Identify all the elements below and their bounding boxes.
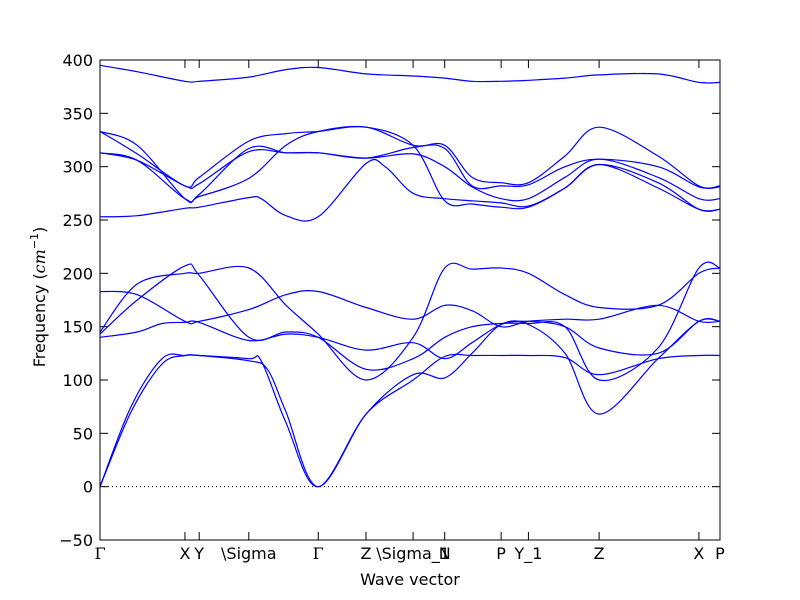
y-tick-label: 100 <box>62 371 93 390</box>
x-tick-label: Γ <box>94 544 105 563</box>
band-lines <box>99 64 721 488</box>
band-line-4 <box>99 145 721 203</box>
y-tick-label: 300 <box>62 158 93 177</box>
band-line-11 <box>99 262 721 381</box>
x-tick-label: Γ <box>313 544 324 563</box>
svg-text:Frequency (cm−1): Frequency (cm−1) <box>28 227 49 368</box>
x-tick-label: P <box>715 544 725 563</box>
band-line-9 <box>99 318 721 360</box>
band-line-5 <box>99 125 721 212</box>
y-axis-label-close: ) <box>30 227 49 233</box>
band-line-2 <box>99 126 721 189</box>
band-line-8 <box>99 317 721 488</box>
band-line-12 <box>99 290 721 328</box>
x-tick-label: X <box>179 544 190 563</box>
band-line-3 <box>99 144 721 190</box>
y-axis-ticks: −50 0 50 100 150 200 250 300 350 400 <box>59 51 720 550</box>
x-tick-label: \Sigma <box>221 544 277 563</box>
y-tick-label: 50 <box>73 424 93 443</box>
y-tick-label: 200 <box>62 264 93 283</box>
y-tick-label: 250 <box>62 211 93 230</box>
band-line-6 <box>99 158 721 222</box>
y-tick-label: 400 <box>62 51 93 70</box>
x-tick-label: Z <box>594 544 605 563</box>
x-tick-label: Y_1 <box>513 544 542 564</box>
y-tick-label: 350 <box>62 104 93 123</box>
x-tick-label: Z <box>360 544 371 563</box>
band-line-7 <box>99 353 721 488</box>
plot-frame <box>99 59 721 541</box>
y-axis-label-exponent: −1 <box>28 233 41 249</box>
y-axis-label: Frequency (cm−1) <box>28 227 49 368</box>
band-line-10 <box>99 261 721 382</box>
y-axis-label-base: Frequency ( <box>30 273 49 367</box>
x-axis-ticks: Γ X Y \Sigma Γ Z \Sigma_1N P Y_1 Z X P <box>94 60 725 564</box>
x-tick-label: P <box>496 544 506 563</box>
y-tick-label: −50 <box>59 531 93 550</box>
y-tick-label: 150 <box>62 318 93 337</box>
y-tick-label: 0 <box>83 478 93 497</box>
x-axis-label: Wave vector <box>360 570 460 589</box>
x-tick-label: Y <box>193 544 204 563</box>
band-line-1 <box>99 64 721 84</box>
y-axis-label-unit: cm <box>30 249 49 273</box>
x-tick-label: X <box>693 544 704 563</box>
x-tick-label: \Sigma_1 <box>376 544 450 564</box>
x-tick-label: N <box>439 544 451 563</box>
